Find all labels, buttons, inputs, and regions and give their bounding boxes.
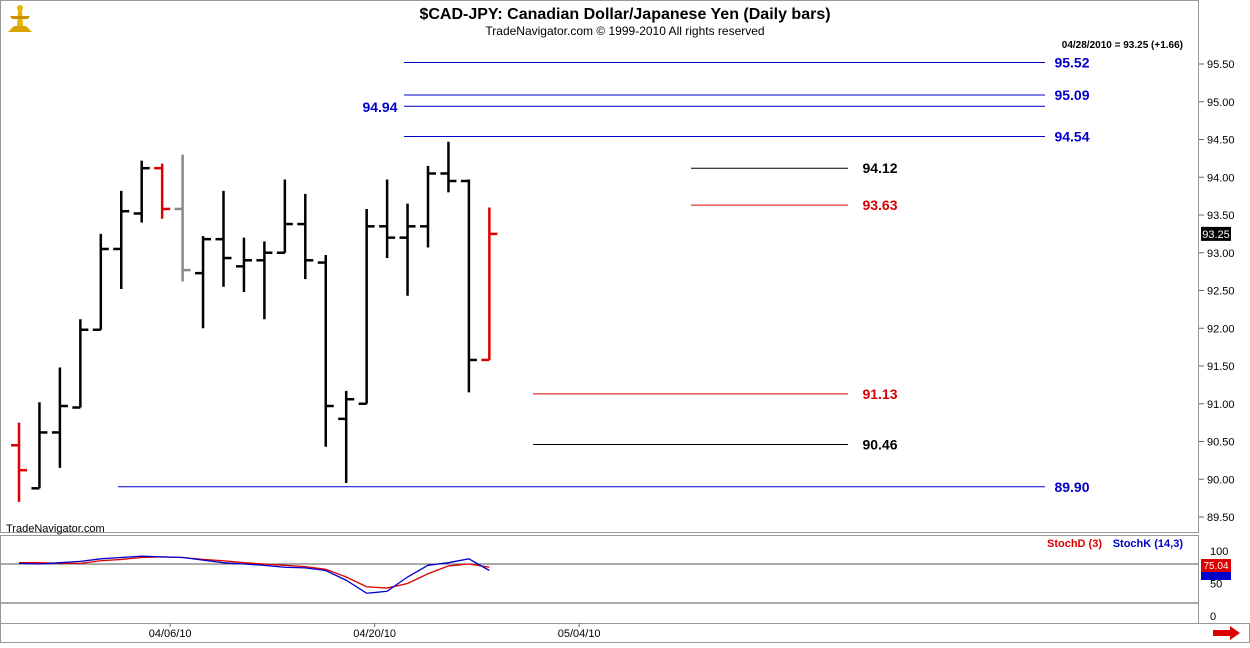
date-tick-label: 04/06/10 bbox=[149, 628, 192, 640]
ohlc-bar bbox=[92, 233, 109, 332]
price-tick-label: 90.50 bbox=[1207, 437, 1235, 449]
price-tick-label: 94.00 bbox=[1207, 172, 1235, 184]
ohlc-bar bbox=[460, 179, 477, 393]
price-axis: 89.50 90.00 90.50 91.00 91.50 92.00 92.50 93.00… bbox=[1199, 59, 1235, 524]
last-price-tag bbox=[1201, 226, 1231, 241]
stoch-legend-k: StochK (14,3) bbox=[1113, 538, 1184, 550]
ohlc-bar bbox=[51, 367, 68, 468]
levels-layer: 95.52 95.09 94.94 94.54 94.12 93.63 91.13 90.46… bbox=[118, 54, 1090, 495]
date-tick-label: 05/04/10 bbox=[558, 628, 601, 640]
level-label-95.09: 95.09 bbox=[1054, 87, 1089, 103]
stoch-d-tag-label: 75.04 bbox=[1203, 561, 1228, 572]
scroll-right-arrow-icon[interactable] bbox=[1213, 626, 1240, 640]
ohlc-bar bbox=[195, 236, 212, 329]
price-tick-label: 94.50 bbox=[1207, 135, 1235, 147]
ohlc-bar bbox=[31, 402, 48, 490]
price-tick-label: 89.50 bbox=[1207, 512, 1235, 524]
stoch-panel-frame bbox=[0, 535, 1199, 624]
level-label-93.63: 93.63 bbox=[862, 197, 897, 213]
ohlc-bar bbox=[481, 207, 498, 362]
level-label-94.94: 94.94 bbox=[362, 99, 397, 115]
level-label-94.12: 94.12 bbox=[862, 160, 897, 176]
stoch-k-tag bbox=[1201, 572, 1231, 580]
ohlc-bar bbox=[113, 190, 130, 289]
ohlc-bar bbox=[399, 203, 416, 296]
watermark: TradeNavigator.com bbox=[6, 523, 105, 535]
price-tick-label: 90.00 bbox=[1207, 474, 1235, 486]
ohlc-bar bbox=[256, 241, 273, 320]
stoch-tick-label: 0 bbox=[1210, 611, 1216, 623]
ohlc-bar bbox=[420, 165, 436, 248]
ohlc-bar bbox=[133, 160, 150, 223]
chart-title: $CAD-JPY: Canadian Dollar/Japanese Yen (… bbox=[419, 6, 830, 23]
level-label-90.46: 90.46 bbox=[862, 437, 897, 453]
level-label-91.13: 91.13 bbox=[862, 386, 897, 402]
stoch-series-line bbox=[18, 555, 490, 594]
ohlc-bar bbox=[379, 179, 396, 259]
price-tick-label: 92.50 bbox=[1207, 286, 1235, 298]
last-quote: 04/28/2010 = 93.25 (+1.66) bbox=[1062, 40, 1183, 51]
ohlc-bar bbox=[440, 141, 457, 193]
bars-layer bbox=[11, 141, 498, 502]
date-tick-label: 04/20/10 bbox=[353, 628, 396, 640]
price-tick-label: 91.00 bbox=[1207, 399, 1235, 411]
price-panel-frame bbox=[0, 0, 1199, 533]
stochastic-panel: 0 50 100 StochD (3) StochK (14,3) 75.04 bbox=[1, 538, 1231, 623]
ohlc-bar bbox=[154, 163, 171, 219]
price-tick-label: 92.00 bbox=[1207, 323, 1235, 335]
price-tick-label: 95.50 bbox=[1207, 59, 1235, 71]
ohlc-bar bbox=[276, 179, 293, 254]
chart-subtitle: TradeNavigator.com © 1999-2010 All right… bbox=[485, 24, 764, 38]
ohlc-bar bbox=[11, 422, 27, 502]
stoch-series-line bbox=[19, 556, 490, 589]
stoch-tick-label: 100 bbox=[1210, 546, 1228, 558]
ohlc-bar bbox=[72, 319, 89, 409]
level-label-89.90: 89.90 bbox=[1054, 479, 1089, 495]
ohlc-bar bbox=[235, 237, 252, 293]
ohlc-bar bbox=[297, 193, 314, 280]
ohlc-bar bbox=[317, 255, 334, 447]
level-label-95.52: 95.52 bbox=[1054, 54, 1089, 70]
stoch-tick-label: 50 bbox=[1210, 579, 1222, 591]
level-label-94.54: 94.54 bbox=[1054, 128, 1089, 144]
price-tick-label: 93.50 bbox=[1207, 210, 1235, 222]
ohlc-bar bbox=[358, 208, 375, 405]
stoch-legend-d: StochD (3) bbox=[1047, 538, 1102, 550]
ohlc-bar bbox=[215, 190, 232, 287]
price-tick-label: 93.00 bbox=[1207, 248, 1235, 260]
ohlc-bar bbox=[174, 154, 191, 282]
price-tick-label: 95.00 bbox=[1207, 97, 1235, 109]
date-axis: 04/06/10 04/20/10 05/04/10 bbox=[149, 623, 601, 640]
price-tick-label: 91.50 bbox=[1207, 361, 1235, 373]
last-price-tag-label: 93.25 bbox=[1202, 229, 1230, 241]
stoch-d-tag bbox=[1201, 559, 1231, 572]
ohlc-bar bbox=[338, 390, 355, 484]
tradenavigator-logo bbox=[8, 5, 32, 32]
